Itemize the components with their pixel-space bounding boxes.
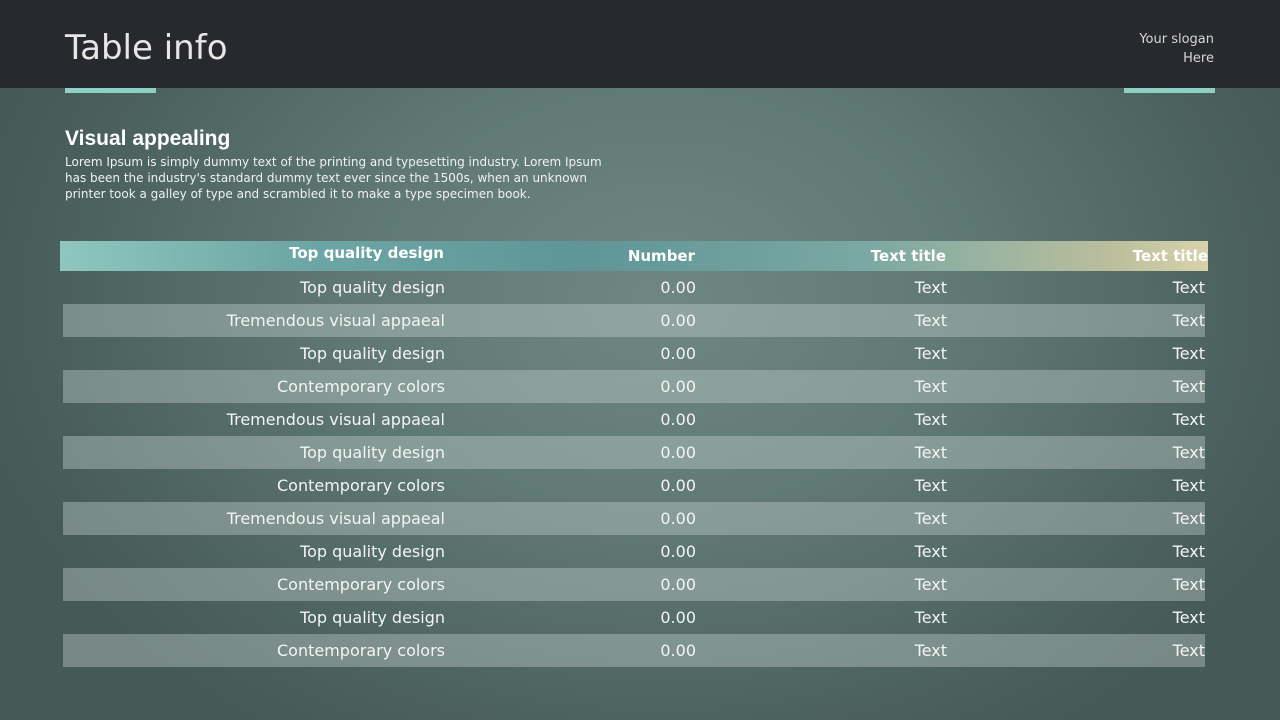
table-row: Tremendous visual appaeal 0.00 Text Text (63, 403, 1205, 436)
table-cell: Text (914, 476, 947, 495)
table-cell: 0.00 (660, 575, 696, 594)
table-cell: Contemporary colors (277, 377, 445, 396)
table-cell: Text (914, 377, 947, 396)
table-cell: Text (1172, 641, 1205, 660)
slogan-line-1: Your slogan (1139, 32, 1214, 47)
table-cell: Text (914, 641, 947, 660)
table-cell: 0.00 (660, 344, 696, 363)
column-header: Top quality design (289, 244, 444, 262)
table-cell: 0.00 (660, 608, 696, 627)
section-body: Lorem Ipsum is simply dummy text of the … (65, 155, 602, 201)
table-cell: Top quality design (300, 344, 445, 363)
table-cell: Contemporary colors (277, 476, 445, 495)
page-title: Table info (65, 28, 228, 68)
table-row: Contemporary colors 0.00 Text Text (63, 568, 1205, 601)
section-heading: Visual appealing (65, 127, 231, 150)
table-cell: 0.00 (660, 509, 696, 528)
table-cell: Text (1172, 509, 1205, 528)
table-cell: Text (1172, 377, 1205, 396)
column-header: Number (627, 247, 695, 265)
table-cell: Text (914, 542, 947, 561)
column-header: Text title (1132, 247, 1208, 265)
table-cell: Tremendous visual appaeal (226, 509, 445, 528)
table-row: Top quality design 0.00 Text Text (63, 535, 1205, 568)
table-cell: Text (1172, 443, 1205, 462)
slogan: Your slogan Here (1139, 30, 1214, 68)
table-cell: Tremendous visual appaeal (226, 410, 445, 429)
table-header-row: Top quality design Number Text title Tex… (60, 241, 1208, 271)
accent-bar-right (1124, 88, 1215, 93)
top-bar: Table info Your slogan Here (0, 0, 1280, 88)
table-row: Contemporary colors 0.00 Text Text (63, 469, 1205, 502)
table-cell: Text (914, 608, 947, 627)
table-cell: Text (1172, 278, 1205, 297)
table-cell: Text (914, 278, 947, 297)
table-cell: Text (914, 344, 947, 363)
table-cell: Text (1172, 575, 1205, 594)
table-cell: Contemporary colors (277, 641, 445, 660)
table-cell: Tremendous visual appaeal (226, 311, 445, 330)
table-row: Top quality design 0.00 Text Text (63, 271, 1205, 304)
table-cell: Text (914, 509, 947, 528)
slogan-line-2: Here (1183, 51, 1214, 66)
table-cell: Top quality design (300, 608, 445, 627)
table-cell: Text (1172, 410, 1205, 429)
table-row: Contemporary colors 0.00 Text Text (63, 370, 1205, 403)
table-cell: 0.00 (660, 377, 696, 396)
table-row: Top quality design 0.00 Text Text (63, 436, 1205, 469)
table-cell: Text (914, 311, 947, 330)
table-cell: 0.00 (660, 641, 696, 660)
table-cell: Text (914, 575, 947, 594)
table-cell: Top quality design (300, 542, 445, 561)
column-header: Text title (870, 247, 946, 265)
data-table: Top quality design Number Text title Tex… (60, 241, 1208, 667)
table-cell: Top quality design (300, 443, 445, 462)
table-row: Tremendous visual appaeal 0.00 Text Text (63, 304, 1205, 337)
table-cell: 0.00 (660, 278, 696, 297)
table-cell: Text (1172, 476, 1205, 495)
table-cell: Text (1172, 542, 1205, 561)
table-cell: 0.00 (660, 410, 696, 429)
table-cell: 0.00 (660, 311, 696, 330)
accent-bar-left (65, 88, 156, 93)
table-cell: 0.00 (660, 476, 696, 495)
table-row: Top quality design 0.00 Text Text (63, 337, 1205, 370)
table-row: Tremendous visual appaeal 0.00 Text Text (63, 502, 1205, 535)
table-row: Contemporary colors 0.00 Text Text (63, 634, 1205, 667)
table-cell: 0.00 (660, 443, 696, 462)
table-cell: Text (1172, 311, 1205, 330)
table-cell: Text (1172, 608, 1205, 627)
table-cell: Text (914, 410, 947, 429)
table-row: Top quality design 0.00 Text Text (63, 601, 1205, 634)
table-cell: Top quality design (300, 278, 445, 297)
table-cell: Text (914, 443, 947, 462)
table-cell: Text (1172, 344, 1205, 363)
table-cell: 0.00 (660, 542, 696, 561)
table-cell: Contemporary colors (277, 575, 445, 594)
